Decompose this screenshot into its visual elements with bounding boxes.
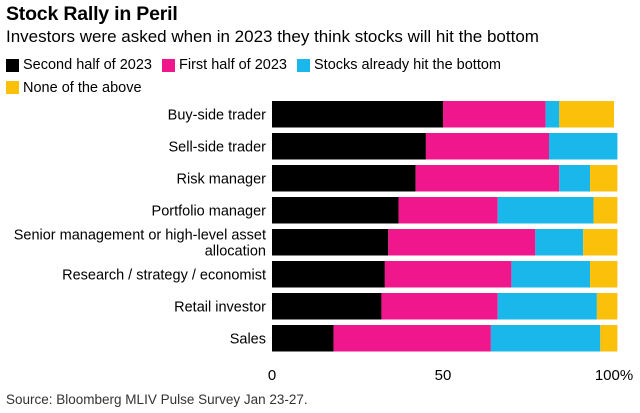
legend-label: Stocks already hit the bottom — [314, 57, 501, 73]
category-label: Risk manager — [177, 171, 267, 187]
x-tick-label: 0 — [268, 367, 276, 384]
legend-swatch — [162, 58, 175, 72]
bar-segment — [535, 229, 584, 256]
bar-segment — [511, 261, 591, 288]
bar-segment — [549, 133, 618, 160]
category-label: Portfolio manager — [152, 203, 267, 219]
bar-segment — [381, 293, 498, 320]
legend-label: First half of 2023 — [179, 57, 287, 73]
category-label: Sell-side trader — [168, 139, 266, 155]
source-note: Source: Bloomberg MLIV Pulse Survey Jan … — [6, 392, 308, 407]
bar-segment — [272, 261, 385, 288]
legend: Second half of 2023 First half of 2023 Sto… — [6, 55, 606, 100]
bar-segment — [600, 325, 618, 352]
bar-segment — [272, 229, 389, 256]
bar-segment — [272, 197, 399, 224]
category-label: Retail investor — [174, 299, 266, 315]
legend-label: None of the above — [23, 79, 142, 96]
bar-segment — [596, 293, 618, 320]
legend-swatch — [6, 81, 19, 94]
bar-segment — [593, 197, 618, 224]
legend-swatch — [297, 58, 310, 72]
bar-segment — [590, 165, 618, 192]
legend-item: Second half of 2023 — [6, 55, 152, 75]
chart-title: Stock Rally in Peril — [6, 3, 178, 25]
category-label: Senior management or high-level asset — [14, 227, 266, 243]
category-label: allocation — [205, 243, 266, 259]
legend-swatch — [6, 58, 19, 72]
bar-segment — [497, 293, 597, 320]
bar-segment — [559, 165, 591, 192]
bar-segment — [590, 261, 618, 288]
x-tick-label: 100% — [595, 367, 633, 384]
x-tick-label: 50 — [435, 367, 452, 384]
chart-subtitle: Investors were asked when in 2023 they t… — [6, 27, 539, 46]
legend-item: Stocks already hit the bottom — [297, 55, 501, 75]
legend-item: None of the above — [6, 78, 142, 98]
bar-segment — [490, 325, 601, 352]
bar-segment — [559, 101, 614, 128]
bar-segment — [272, 165, 416, 192]
bar-segment — [425, 133, 550, 160]
legend-item: First half of 2023 — [162, 55, 287, 75]
bar-segment — [443, 101, 546, 128]
category-label: Research / strategy / economist — [62, 267, 266, 283]
bar-segment — [384, 261, 512, 288]
legend-label: Second half of 2023 — [23, 57, 152, 73]
bar-segment — [272, 325, 334, 352]
bar-segment — [398, 197, 498, 224]
bar-segment — [583, 229, 618, 256]
category-label: Sales — [230, 331, 266, 347]
bar-segment — [545, 101, 560, 128]
bar-segment — [272, 133, 426, 160]
bar-segment — [388, 229, 536, 256]
bar-segment — [272, 293, 382, 320]
bar-segment — [497, 197, 594, 224]
category-label: Buy-side trader — [168, 107, 266, 123]
bar-segment — [415, 165, 560, 192]
bar-segment — [333, 325, 491, 352]
bar-segment — [272, 101, 443, 128]
